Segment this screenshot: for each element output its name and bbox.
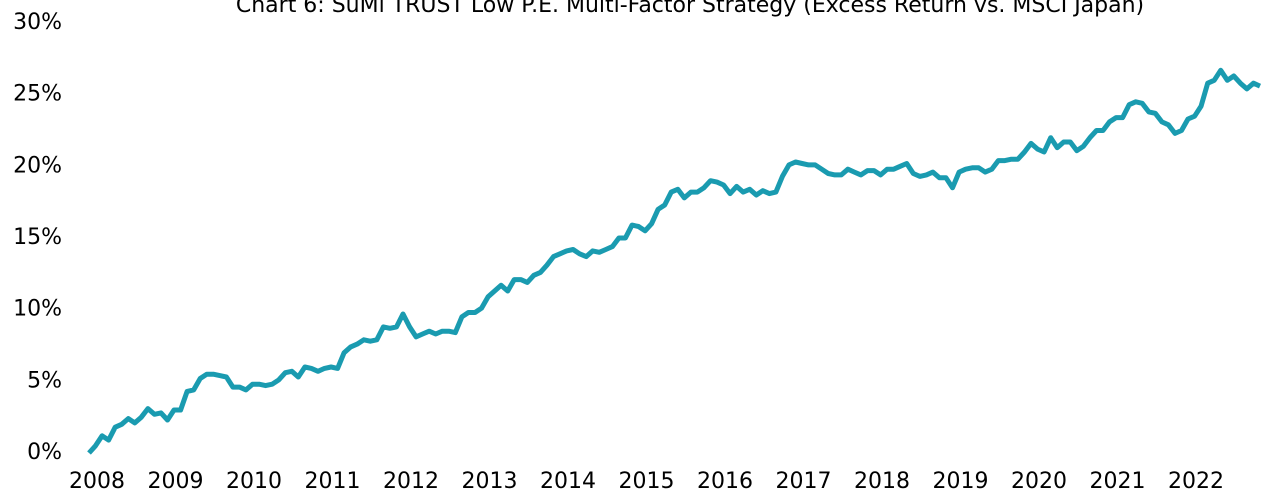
x-tick-label: 2012 [383,469,439,494]
x-tick-label: 2021 [1090,469,1146,494]
y-tick-label: 0% [27,440,62,465]
x-tick-label: 2016 [697,469,753,494]
y-tick-label: 10% [13,297,62,322]
y-tick-label: 5% [27,368,62,393]
x-tick-label: 2019 [933,469,989,494]
x-tick-label: 2011 [305,469,361,494]
line-series [87,67,1262,455]
x-tick-label: 2008 [69,469,125,494]
x-tick-label: 2017 [776,469,832,494]
x-tick-label: 2020 [1011,469,1067,494]
x-tick-label: 2022 [1168,469,1224,494]
x-tick-label: 2010 [226,469,282,494]
y-tick-label: 20% [13,153,62,178]
x-tick-label: 2018 [854,469,910,494]
x-tick-label: 2013 [462,469,518,494]
x-tick-label: 2015 [619,469,675,494]
chart-title: Chart 6: SuMi TRUST Low P.E. Multi-Facto… [236,0,1144,18]
x-tick-label: 2014 [540,469,596,494]
y-tick-label: 30% [13,10,62,35]
x-tick-label: 2009 [148,469,204,494]
y-tick-label: 15% [13,225,62,250]
y-tick-label: 25% [13,82,62,107]
